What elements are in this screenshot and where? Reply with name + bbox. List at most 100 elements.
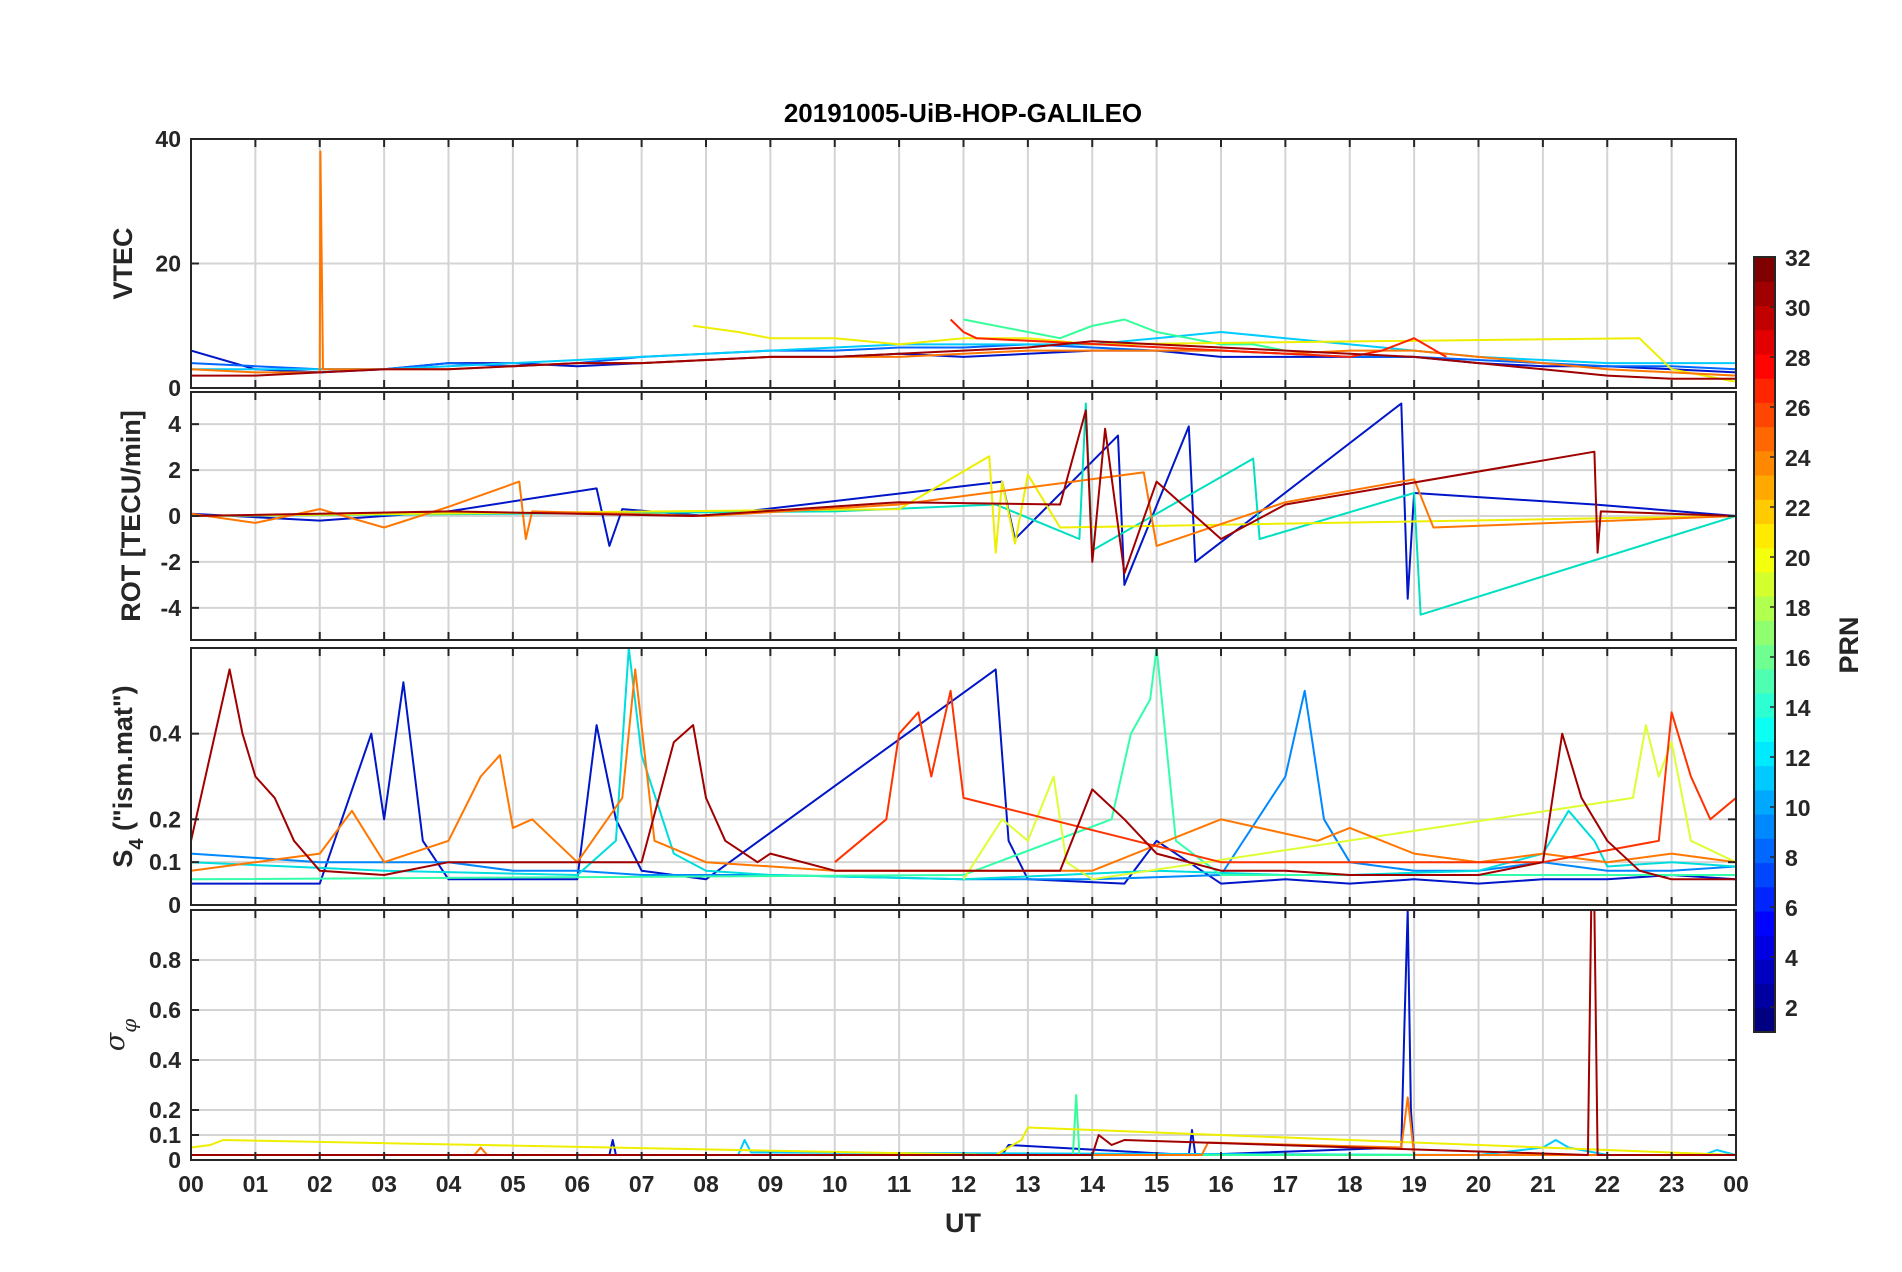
sigma_phi-series-prn-31 [191, 910, 1736, 1156]
colorbar-tick-label: 30 [1785, 295, 1811, 321]
colorbar-segment [1754, 523, 1775, 549]
colorbar-tick-label: 8 [1785, 845, 1798, 871]
colorbar-segment [1754, 402, 1775, 428]
colorbar-tick-label: 26 [1785, 395, 1811, 421]
vtec-ytick-label: 0 [168, 375, 181, 401]
colorbar-segment [1754, 789, 1775, 815]
sigma_phi-ylabel-sub: φ [117, 1019, 141, 1033]
rot-ytick-label: -4 [161, 595, 182, 621]
colorbar-segment [1754, 257, 1775, 282]
sigma_phi-ytick-label: 0 [168, 1147, 181, 1173]
colorbar-segment [1754, 450, 1775, 476]
vtec-ylabel: VTEC [108, 227, 138, 299]
sigma_phi-series-group [191, 910, 1736, 1156]
vtec-series-prn-24 [191, 150, 1736, 377]
colorbar-tick-label: 4 [1785, 945, 1798, 971]
x-tick-label: 08 [693, 1171, 719, 1197]
s4-series-prn-2 [191, 668, 1736, 885]
rot-ytick-label: -2 [161, 549, 181, 575]
s4-ytick-label: 0.4 [149, 721, 181, 747]
sigma_phi-series-prn-2 [191, 910, 1736, 1156]
s4-ylabel: S4 ("ism.mat") [108, 685, 148, 867]
colorbar-segment [1754, 378, 1775, 403]
colorbar-segment [1754, 547, 1775, 573]
colorbar-segment [1754, 305, 1775, 331]
x-tick-label: 11 [887, 1171, 912, 1197]
sigma_phi-ytick-label: 0.6 [149, 997, 181, 1023]
x-tick-label: 05 [500, 1171, 526, 1197]
vtec-series-prn-20 [692, 324, 1736, 383]
x-tick-label: 04 [436, 1171, 462, 1197]
x-tick-label: 10 [822, 1171, 848, 1197]
x-tick-label: 02 [307, 1171, 333, 1197]
colorbar-segment [1754, 717, 1775, 742]
x-tick-label: 23 [1659, 1171, 1685, 1197]
vtec-series-prn-16 [963, 318, 1286, 352]
sigma_phi-ytick-label: 0.4 [149, 1047, 181, 1073]
rot-series-group [191, 402, 1736, 616]
rot-ytick-label: 0 [168, 503, 181, 529]
x-tick-label: 01 [243, 1171, 269, 1197]
s4-series-prn-19 [962, 724, 1736, 881]
colorbar-segment [1754, 862, 1775, 888]
panel-rot: -4 -2 0 2 4 ROT [TECU/min] [116, 391, 1737, 641]
colorbar-segment [1754, 474, 1775, 500]
colorbar-tick-label: 28 [1785, 345, 1811, 371]
colorbar-tick-label: 14 [1785, 695, 1811, 721]
colorbar-segment [1754, 620, 1775, 646]
x-tick-label: 18 [1337, 1171, 1363, 1197]
x-tick-label: 22 [1594, 1171, 1620, 1197]
x-tick-label: 14 [1079, 1171, 1105, 1197]
rot-ytick-label: 4 [168, 411, 181, 437]
panel-vtec: 0 20 40 VTEC [108, 126, 1737, 401]
vtec-ytick-label: 20 [155, 251, 181, 277]
colorbar-segment [1754, 838, 1775, 864]
s4-series-group [191, 648, 1736, 885]
s4-ytick-label: 0 [168, 892, 181, 918]
x-tick-label: 06 [564, 1171, 590, 1197]
s4-ylabel-rest: ("ism.mat") [108, 685, 138, 838]
vtec-ytick-label: 40 [155, 126, 181, 152]
colorbar-tick-label: 6 [1785, 895, 1798, 921]
colorbar-segment [1754, 668, 1775, 694]
rot-series-prn-2 [191, 402, 1736, 600]
colorbar-tick-label: 20 [1785, 545, 1811, 571]
vtec-series-group [191, 150, 1736, 383]
x-axis-label: UT [945, 1208, 981, 1238]
colorbar-label: PRN [1834, 616, 1864, 673]
colorbar-segment [1754, 935, 1775, 960]
colorbar-segment [1754, 644, 1775, 670]
x-tick-label: 13 [1015, 1171, 1041, 1197]
rot-ylabel: ROT [TECU/min] [116, 410, 146, 621]
s4-series-prn-31 [191, 668, 1736, 881]
colorbar-tick-label: 32 [1785, 245, 1811, 271]
panel-sigma_phi: 00.10.2 0.4 0.6 0.8 σφ 00 01 02 03 04 05 06 07 08 09 10… [100, 909, 1749, 1197]
vtec-series-prn-8 [191, 343, 1736, 371]
colorbar-segment [1754, 983, 1775, 1009]
colorbar-tick-label: 18 [1785, 595, 1811, 621]
colorbar-segment [1754, 426, 1775, 452]
s4-series-prn-15 [191, 648, 1736, 881]
sigma_phi-ytick-label: 0.1 [149, 1122, 181, 1148]
colorbar-segment [1754, 499, 1775, 525]
sigma_phi-ylabel-main: σ [100, 1031, 131, 1051]
colorbar-segment [1754, 571, 1775, 597]
colorbar-tick-label: 16 [1785, 645, 1811, 671]
sigma_phi-ytick-label: 0.2 [149, 1097, 181, 1123]
x-tick-label: 20 [1466, 1171, 1492, 1197]
s4-series-prn-27 [834, 689, 1736, 864]
colorbar-segment [1754, 329, 1775, 355]
x-tick-label: 19 [1401, 1171, 1427, 1197]
colorbar-segment [1754, 692, 1775, 718]
vtec-series-prn-31 [191, 340, 1736, 380]
x-tick-label: 15 [1144, 1171, 1170, 1197]
colorbar-tick-label: 24 [1785, 445, 1811, 471]
colorbar-segment [1754, 910, 1775, 936]
vtec-series-prn-28 [949, 318, 1447, 358]
s4-ylabel-main: S [108, 850, 138, 868]
x-tick-label: 16 [1208, 1171, 1234, 1197]
rot-series-prn-31 [191, 409, 1736, 575]
colorbar-frame [1753, 256, 1776, 1033]
x-tick-label: 03 [371, 1171, 397, 1197]
